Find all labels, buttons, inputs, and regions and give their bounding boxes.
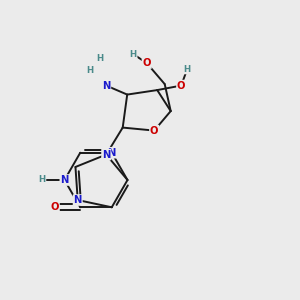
- Text: O: O: [177, 81, 185, 91]
- Text: H: H: [86, 66, 93, 75]
- Text: H: H: [184, 64, 191, 74]
- Text: N: N: [102, 81, 110, 91]
- Text: O: O: [150, 126, 158, 136]
- Text: N: N: [60, 175, 69, 185]
- Text: N: N: [108, 148, 116, 158]
- Text: H: H: [130, 50, 137, 58]
- Text: H: H: [97, 54, 104, 63]
- Text: H: H: [38, 176, 46, 184]
- Text: O: O: [142, 58, 151, 68]
- Text: N: N: [102, 150, 110, 160]
- Text: O: O: [50, 202, 59, 212]
- Text: N: N: [74, 195, 82, 205]
